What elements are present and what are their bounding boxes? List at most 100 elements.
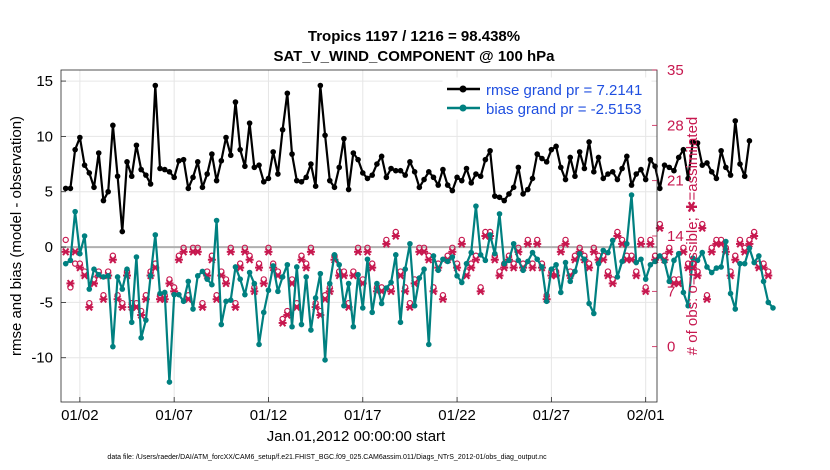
series-point-rmse <box>157 165 163 172</box>
series-point-rmse <box>369 172 376 178</box>
obs-assimilated-marker <box>306 247 315 256</box>
series-point-bias <box>392 252 399 258</box>
obs-assimilated-marker <box>259 279 268 288</box>
series-point-rmse <box>421 176 427 183</box>
series-point-rmse <box>364 175 371 182</box>
series-point-rmse <box>628 182 635 188</box>
series-point-bias <box>369 309 376 316</box>
series-point-rmse <box>543 159 550 165</box>
series-point-bias <box>638 256 644 263</box>
series-point-bias <box>289 323 295 330</box>
obs-assimilated-stroke <box>462 271 471 280</box>
obs-assimilated-marker <box>495 271 504 280</box>
series-point-bias <box>336 261 342 268</box>
obs-assimilated-stroke <box>62 247 70 256</box>
obs-assimilated-marker <box>424 255 433 264</box>
series-point-rmse <box>284 90 291 97</box>
series-point-rmse <box>525 186 531 193</box>
series-point-rmse <box>558 164 564 171</box>
obs-assimilated-marker <box>523 239 532 248</box>
y-ticks-left: -10 -5 0 5 10 15 <box>31 73 66 367</box>
series-point-rmse <box>624 153 630 160</box>
series-point-bias <box>185 278 192 285</box>
obs-assimilated-stroke <box>472 255 480 264</box>
series-point-rmse <box>661 162 668 168</box>
obs-assimilated-stroke <box>590 247 598 256</box>
series-point-rmse <box>227 152 234 159</box>
series-point-bias <box>218 321 225 328</box>
series-layer <box>62 82 776 385</box>
obs-assimilated-marker <box>363 247 372 256</box>
obs-assimilated-stroke <box>279 319 287 327</box>
obs-assimilated-stroke <box>561 239 570 248</box>
series-point-bias <box>501 260 508 267</box>
series-point-rmse <box>468 180 475 186</box>
series-point-rmse <box>482 156 489 163</box>
series-point-bias <box>704 264 710 270</box>
series-point-bias <box>246 269 253 276</box>
series-point-bias <box>265 287 272 294</box>
series-point-rmse <box>77 134 83 141</box>
series-point-bias <box>642 276 649 282</box>
obs-assimilated-stroke <box>66 279 74 288</box>
obs-assimilated-marker <box>632 271 641 280</box>
series-point-bias <box>675 250 682 257</box>
obs-assimilated-stroke <box>736 239 744 248</box>
obs-assimilated-stroke <box>708 247 716 256</box>
series-point-rmse <box>534 151 541 157</box>
series-point-rmse <box>171 174 177 181</box>
obs-assimilated-stroke <box>675 279 683 288</box>
obs-assimilated-marker <box>693 271 702 280</box>
obs-assimilated-stroke <box>406 303 414 312</box>
series-point-rmse <box>633 171 640 177</box>
series-point-rmse <box>430 174 437 181</box>
series-point-rmse <box>72 146 78 153</box>
legend-box <box>442 77 652 120</box>
obs-assimilated-stroke <box>467 263 475 272</box>
series-point-bias <box>463 260 470 267</box>
obs-assimilated-stroke <box>293 303 301 312</box>
obs-assimilated-stroke <box>321 295 329 304</box>
series-point-rmse <box>62 185 69 192</box>
series-point-rmse <box>449 187 456 194</box>
obs-assimilated-stroke <box>99 295 107 304</box>
series-point-rmse <box>256 162 262 168</box>
series-point-rmse <box>487 147 493 154</box>
obs-assimilated-marker <box>255 263 264 272</box>
obs-assimilated-marker <box>702 295 711 304</box>
series-point-bias <box>737 260 743 267</box>
series-point-bias <box>161 289 168 296</box>
series-point-rmse <box>317 82 324 89</box>
obs-assimilated-stroke <box>491 255 499 264</box>
series-point-rmse <box>671 167 677 174</box>
series-point-bias <box>209 281 215 288</box>
series-point-rmse <box>143 172 149 178</box>
series-point-bias <box>91 266 97 273</box>
series-point-bias <box>567 278 574 285</box>
y-tick-label: -5 <box>40 294 53 311</box>
series-point-bias <box>147 273 154 279</box>
series-point-bias <box>105 273 111 279</box>
series-point-bias <box>345 280 352 287</box>
data-file-note: data file: /Users/raeder/DAI/ATM_forcXX/… <box>107 454 547 461</box>
series-point-rmse <box>491 193 498 199</box>
series-point-bias <box>685 302 691 309</box>
series-point-bias <box>746 245 753 251</box>
series-point-bias <box>355 271 361 278</box>
obs-assimilated-marker <box>448 247 457 256</box>
series-point-bias <box>718 264 724 270</box>
series-point-rmse <box>704 160 710 166</box>
obs-assimilated-marker <box>179 247 188 256</box>
obs-assimilated-stroke <box>637 239 645 248</box>
series-point-bias <box>331 252 338 258</box>
series-point-rmse <box>520 191 526 197</box>
x-tick-label: 02/01 <box>627 407 665 424</box>
obs-assimilated-stroke <box>420 247 428 256</box>
obs-assimilated-stroke <box>297 255 306 264</box>
obs-assimilated-marker <box>457 239 466 248</box>
obs-assimilated-marker <box>731 255 740 264</box>
series-point-bias <box>194 273 201 279</box>
obs-assimilated-stroke <box>703 295 711 304</box>
series-point-rmse <box>105 188 111 195</box>
obs-assimilated-stroke <box>260 279 268 288</box>
